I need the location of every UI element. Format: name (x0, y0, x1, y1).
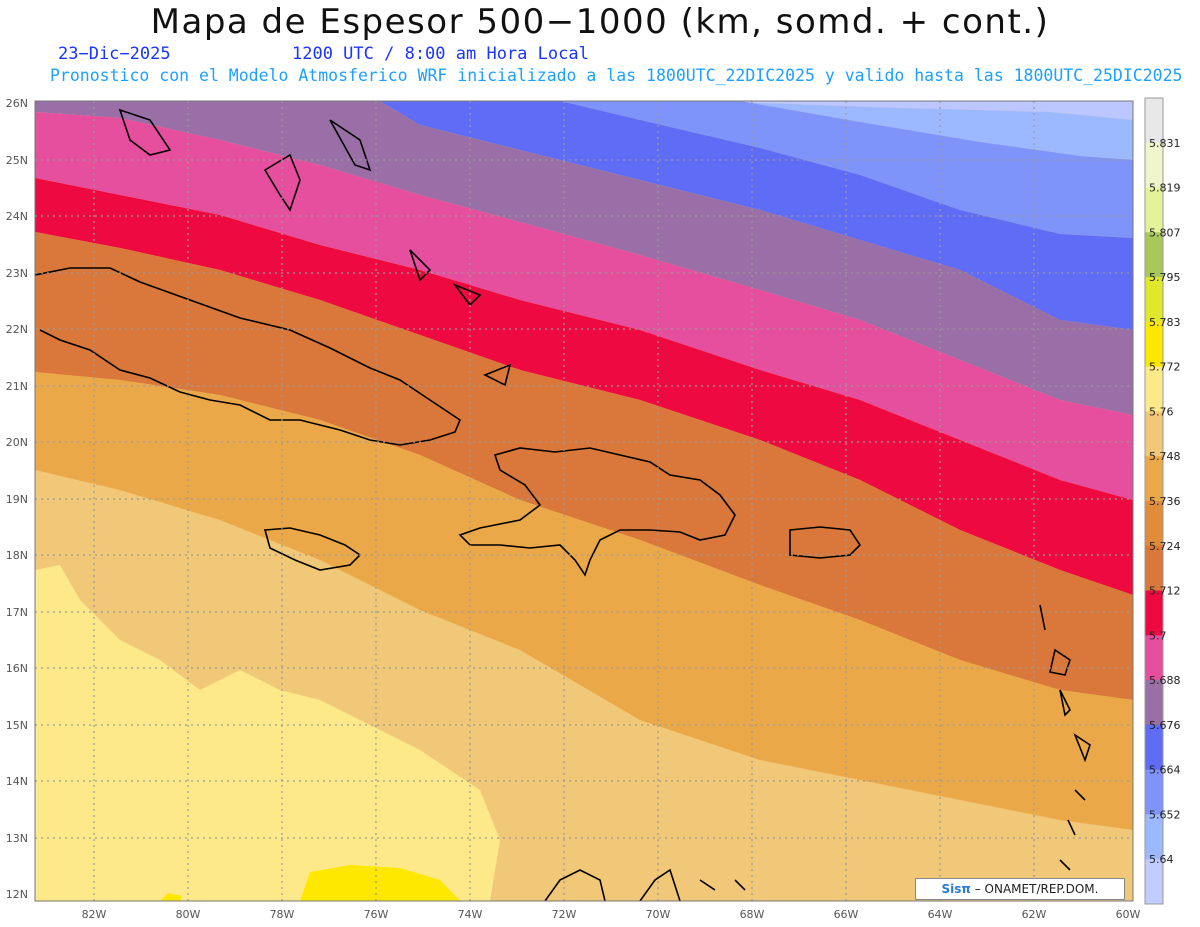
colorbar-swatch (1145, 501, 1163, 547)
colorbar-swatch (1145, 724, 1163, 771)
colorbar-label: 5.7 (1149, 629, 1167, 642)
colorbar-swatch (1145, 187, 1163, 233)
map-gridlines (35, 101, 1133, 901)
lon-label: 82W (82, 908, 107, 921)
lon-label: 68W (740, 908, 765, 921)
credit-text: – ONAMET/REP.DOM. (970, 882, 1099, 896)
colorbar-label: 5.807 (1149, 226, 1181, 239)
lon-label: 60W (1116, 908, 1141, 921)
colorbar-label: 5.712 (1149, 585, 1181, 598)
colorbar-swatch (1145, 98, 1163, 144)
lon-label: 80W (176, 908, 201, 921)
colorbar-swatch (1145, 769, 1163, 815)
colorbar-label: 5.795 (1149, 271, 1181, 284)
lat-label: 19N (6, 493, 28, 506)
lat-label: 24N (6, 210, 28, 223)
colorbar-label: 5.748 (1149, 450, 1181, 463)
colorbar-label: 5.652 (1149, 808, 1181, 821)
jamaica-coast (263, 527, 362, 571)
lat-label: 20N (6, 436, 28, 449)
model-description: Pronostico con el Modelo Atmosferico WRF… (50, 66, 1183, 85)
latitude-labels: 26N 25N 24N 23N 22N 21N 20N 19N 18N 17N … (6, 97, 28, 901)
colorbar-swatch (1145, 814, 1163, 860)
colorbar-swatch (1145, 232, 1163, 278)
credit-box: Sisπ – ONAMET/REP.DOM. (915, 878, 1125, 900)
lat-label: 18N (6, 549, 28, 562)
colorbar-label: 5.724 (1149, 540, 1181, 553)
lat-label: 14N (6, 775, 28, 788)
bahamas-coast (118, 108, 512, 387)
hispaniola-coast (458, 447, 736, 577)
puerto-rico-coast (789, 526, 862, 559)
lat-label: 22N (6, 323, 28, 336)
lesser-antilles-coast (1039, 604, 1091, 871)
lon-label: 78W (270, 908, 295, 921)
colorbar-swatch (1145, 142, 1163, 189)
lat-label: 13N (6, 832, 28, 845)
lon-label: 74W (458, 908, 483, 921)
forecast-time: 1200 UTC / 8:00 am Hora Local (292, 44, 589, 64)
lat-label: 23N (6, 267, 28, 280)
lon-label: 62W (1022, 908, 1047, 921)
lon-label: 76W (364, 908, 389, 921)
south-america-coast (544, 868, 746, 901)
colorbar-swatch (1145, 680, 1163, 726)
colorbar-swatch (1145, 321, 1163, 368)
lat-label: 12N (6, 888, 28, 901)
colorbar-swatch (1145, 545, 1163, 592)
colorbar-label: 5.736 (1149, 495, 1181, 508)
lat-label: 17N (6, 606, 28, 619)
colorbar-label: 5.664 (1149, 764, 1181, 777)
colorbar-label: 5.76 (1149, 405, 1174, 418)
colorbar-labels: 5.831 5.819 5.807 5.795 5.783 5.772 5.76 5.748 5… (1149, 137, 1181, 866)
colorbar-label: 5.831 (1149, 137, 1181, 150)
forecast-date: 23−Dic−2025 (58, 44, 171, 64)
lat-label: 15N (6, 719, 28, 732)
colorbar-label: 5.64 (1149, 853, 1174, 866)
lon-label: 72W (552, 908, 577, 921)
colorbar-swatch (1145, 859, 1163, 905)
colorbar-frame (1144, 97, 1164, 905)
colorbar-swatch (1145, 456, 1163, 502)
colorbar-label: 5.676 (1149, 719, 1181, 732)
colorbar-label: 5.688 (1149, 674, 1181, 687)
colorbar-label: 5.783 (1149, 316, 1181, 329)
map-frame (34, 100, 1134, 902)
map-title: Mapa de Espesor 500−1000 (km, somd. + co… (150, 2, 1050, 42)
lat-label: 25N (6, 154, 28, 167)
colorbar-label: 5.819 (1149, 182, 1181, 195)
lat-label: 16N (6, 662, 28, 675)
colorbar-swatch (1145, 366, 1163, 412)
colorbar-swatch (1145, 411, 1163, 457)
thickness-fill-bands (35, 101, 1133, 901)
colorbar-swatch (1145, 635, 1163, 681)
lat-label: 26N (6, 97, 28, 110)
colorbar-swatches (1145, 98, 1163, 905)
lon-label: 66W (834, 908, 859, 921)
colorbar-swatch (1145, 277, 1163, 323)
colorbar-label: 5.772 (1149, 361, 1181, 374)
credit-brand: Sisπ (941, 882, 971, 896)
coastlines (35, 108, 1091, 901)
lon-label: 70W (646, 908, 671, 921)
lat-label: 21N (6, 380, 28, 393)
colorbar-swatch (1145, 590, 1163, 636)
lon-label: 64W (928, 908, 953, 921)
colorbar: 5.831 5.819 5.807 5.795 5.783 5.772 5.76 5.748 5… (1144, 97, 1181, 905)
longitude-labels: 82W 80W 78W 76W 74W 72W 70W 68W 66W 64W … (82, 908, 1141, 921)
cuba-coast (35, 267, 461, 446)
